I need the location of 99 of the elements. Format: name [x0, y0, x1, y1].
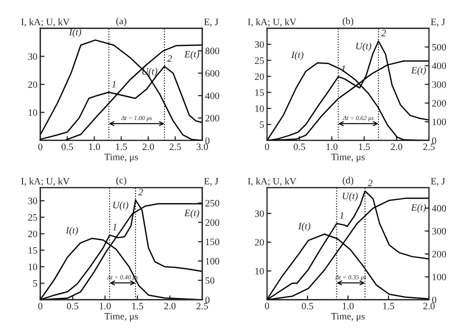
x-axis-title: Time, μs	[331, 312, 365, 322]
x-tick-label: 0.5	[302, 302, 314, 310]
y-tick-label: 25	[254, 57, 264, 64]
x-axis-title: Time, μs	[104, 312, 138, 322]
x-tick-label: 0.5	[66, 302, 78, 310]
y2-tick-label: 250	[205, 200, 220, 206]
x-tick-label: 1.0	[89, 144, 100, 150]
x-tick-label: 1.0	[342, 302, 354, 310]
y-tick-label: 30	[28, 53, 38, 60]
x-tick-label: 0	[38, 144, 42, 150]
y-axis-title: I, kA; U, kV	[248, 178, 296, 186]
y2-tick-label: 0	[205, 137, 210, 144]
x-tick-label: 1.5	[116, 144, 127, 150]
series-label: I(t)	[66, 226, 78, 236]
y-tick-label: 20	[28, 81, 38, 88]
y2-tick-label: 400	[205, 92, 220, 100]
y2-tick-label: 200	[205, 114, 220, 122]
y2-tick-label: 200	[432, 100, 446, 107]
y2-axis-title: E, J	[430, 18, 445, 27]
y-tick-label: 10	[255, 268, 264, 274]
y2-tick-label: 0	[432, 296, 436, 304]
series-label: U(t)	[113, 201, 128, 210]
annotation: 1	[341, 65, 345, 72]
x-tick-label: 0	[38, 302, 42, 310]
x-tick-label: 2.5	[423, 144, 435, 150]
y-tick-label: 10	[255, 105, 264, 112]
y-tick-label: 25	[28, 214, 38, 221]
y-tick-label: 10	[28, 264, 38, 270]
series-label: I(t)	[69, 28, 82, 38]
y2-tick-label: 100	[432, 118, 446, 126]
x-tick-label: 0	[264, 144, 270, 150]
series-label: U(t)	[342, 192, 358, 202]
chart-title: (b)	[342, 17, 354, 26]
y2-tick-label: 200	[432, 250, 446, 258]
y-tick-label: 15	[28, 247, 38, 254]
y2-tick-label: 400	[432, 62, 446, 70]
annotation: 2	[381, 30, 386, 36]
x-tick-label: 1.5	[132, 302, 144, 310]
chart-title: (d)	[342, 176, 354, 186]
x-tick-label: 0	[264, 302, 270, 310]
y-tick-label: 30	[28, 198, 38, 204]
series-label: E(t)	[184, 50, 200, 60]
x-tick-label: 2.0	[390, 144, 402, 150]
series-label: E(t)	[184, 209, 200, 218]
y2-tick-label: 600	[205, 70, 220, 77]
x-axis-title: Time, μs	[104, 154, 138, 162]
x-tick-label: 2.5	[170, 144, 181, 150]
y-tick-label: 20	[254, 239, 264, 246]
annotation: 2	[167, 55, 172, 62]
y-tick-label: 20	[254, 73, 264, 80]
x-tick-label: 0.5	[62, 144, 73, 150]
annotation: 1	[340, 212, 344, 219]
annotation: 2	[138, 188, 143, 196]
y2-tick-label: 100	[432, 274, 446, 280]
y-axis-title: I, kA; U, kV	[21, 18, 70, 27]
chart-title: (c)	[116, 176, 126, 186]
y2-axis-title: E, J	[430, 178, 445, 186]
y2-tick-label: 400	[432, 205, 446, 212]
x-tick-label: 1.0	[100, 302, 111, 310]
y2-tick-label: 100	[206, 258, 220, 264]
annotation: 1	[112, 224, 116, 230]
annotation: 1	[112, 80, 116, 88]
series-label: E(t)	[410, 66, 426, 76]
series-label: I(t)	[298, 222, 310, 232]
x-tick-label: 2.5	[196, 302, 208, 310]
chart-title: (a)	[116, 17, 126, 26]
x-tick-label: 0.5	[294, 144, 306, 150]
y-tick-label: 5	[260, 121, 264, 128]
x-tick-label: 2.0	[423, 302, 435, 310]
series-label: E(t)	[410, 204, 426, 213]
series-label: U(t)	[356, 42, 372, 52]
y2-tick-label: 50	[206, 277, 214, 284]
y2-tick-label: 300	[432, 81, 446, 88]
y2-tick-label: 0	[432, 137, 436, 144]
x-tick-label: 1.5	[383, 302, 394, 310]
x-tick-label: 1.5	[358, 144, 370, 150]
y-tick-label: 20	[28, 230, 38, 238]
y-tick-label: 5	[33, 280, 38, 287]
series-label: I(t)	[291, 51, 304, 60]
x-axis-title: Time, μs	[331, 154, 365, 162]
annotation: 2	[368, 180, 372, 186]
y2-axis-title: E, J	[204, 18, 218, 27]
y-tick-label: 10	[28, 109, 38, 116]
y2-tick-label: 800	[205, 48, 220, 54]
y2-tick-label: 500	[432, 44, 446, 50]
y2-tick-label: 150	[206, 238, 220, 246]
y-tick-label: 15	[255, 89, 264, 96]
y2-tick-label: 300	[432, 228, 446, 235]
y-axis-title: I, kA; U, kV	[248, 18, 296, 27]
x-tick-label: 1.0	[326, 144, 338, 150]
y2-tick-label: 0	[205, 296, 210, 304]
y2-tick-label: 200	[205, 219, 220, 226]
x-tick-label: 2.0	[142, 144, 154, 150]
y-axis-title: I, kA; U, kV	[21, 178, 70, 186]
x-tick-label: 3.0	[196, 144, 208, 150]
y-tick-label: 30	[254, 41, 264, 48]
y-tick-label: 30	[254, 210, 264, 217]
y2-axis-title: E, J	[204, 178, 218, 186]
x-tick-label: 2.0	[164, 302, 176, 310]
